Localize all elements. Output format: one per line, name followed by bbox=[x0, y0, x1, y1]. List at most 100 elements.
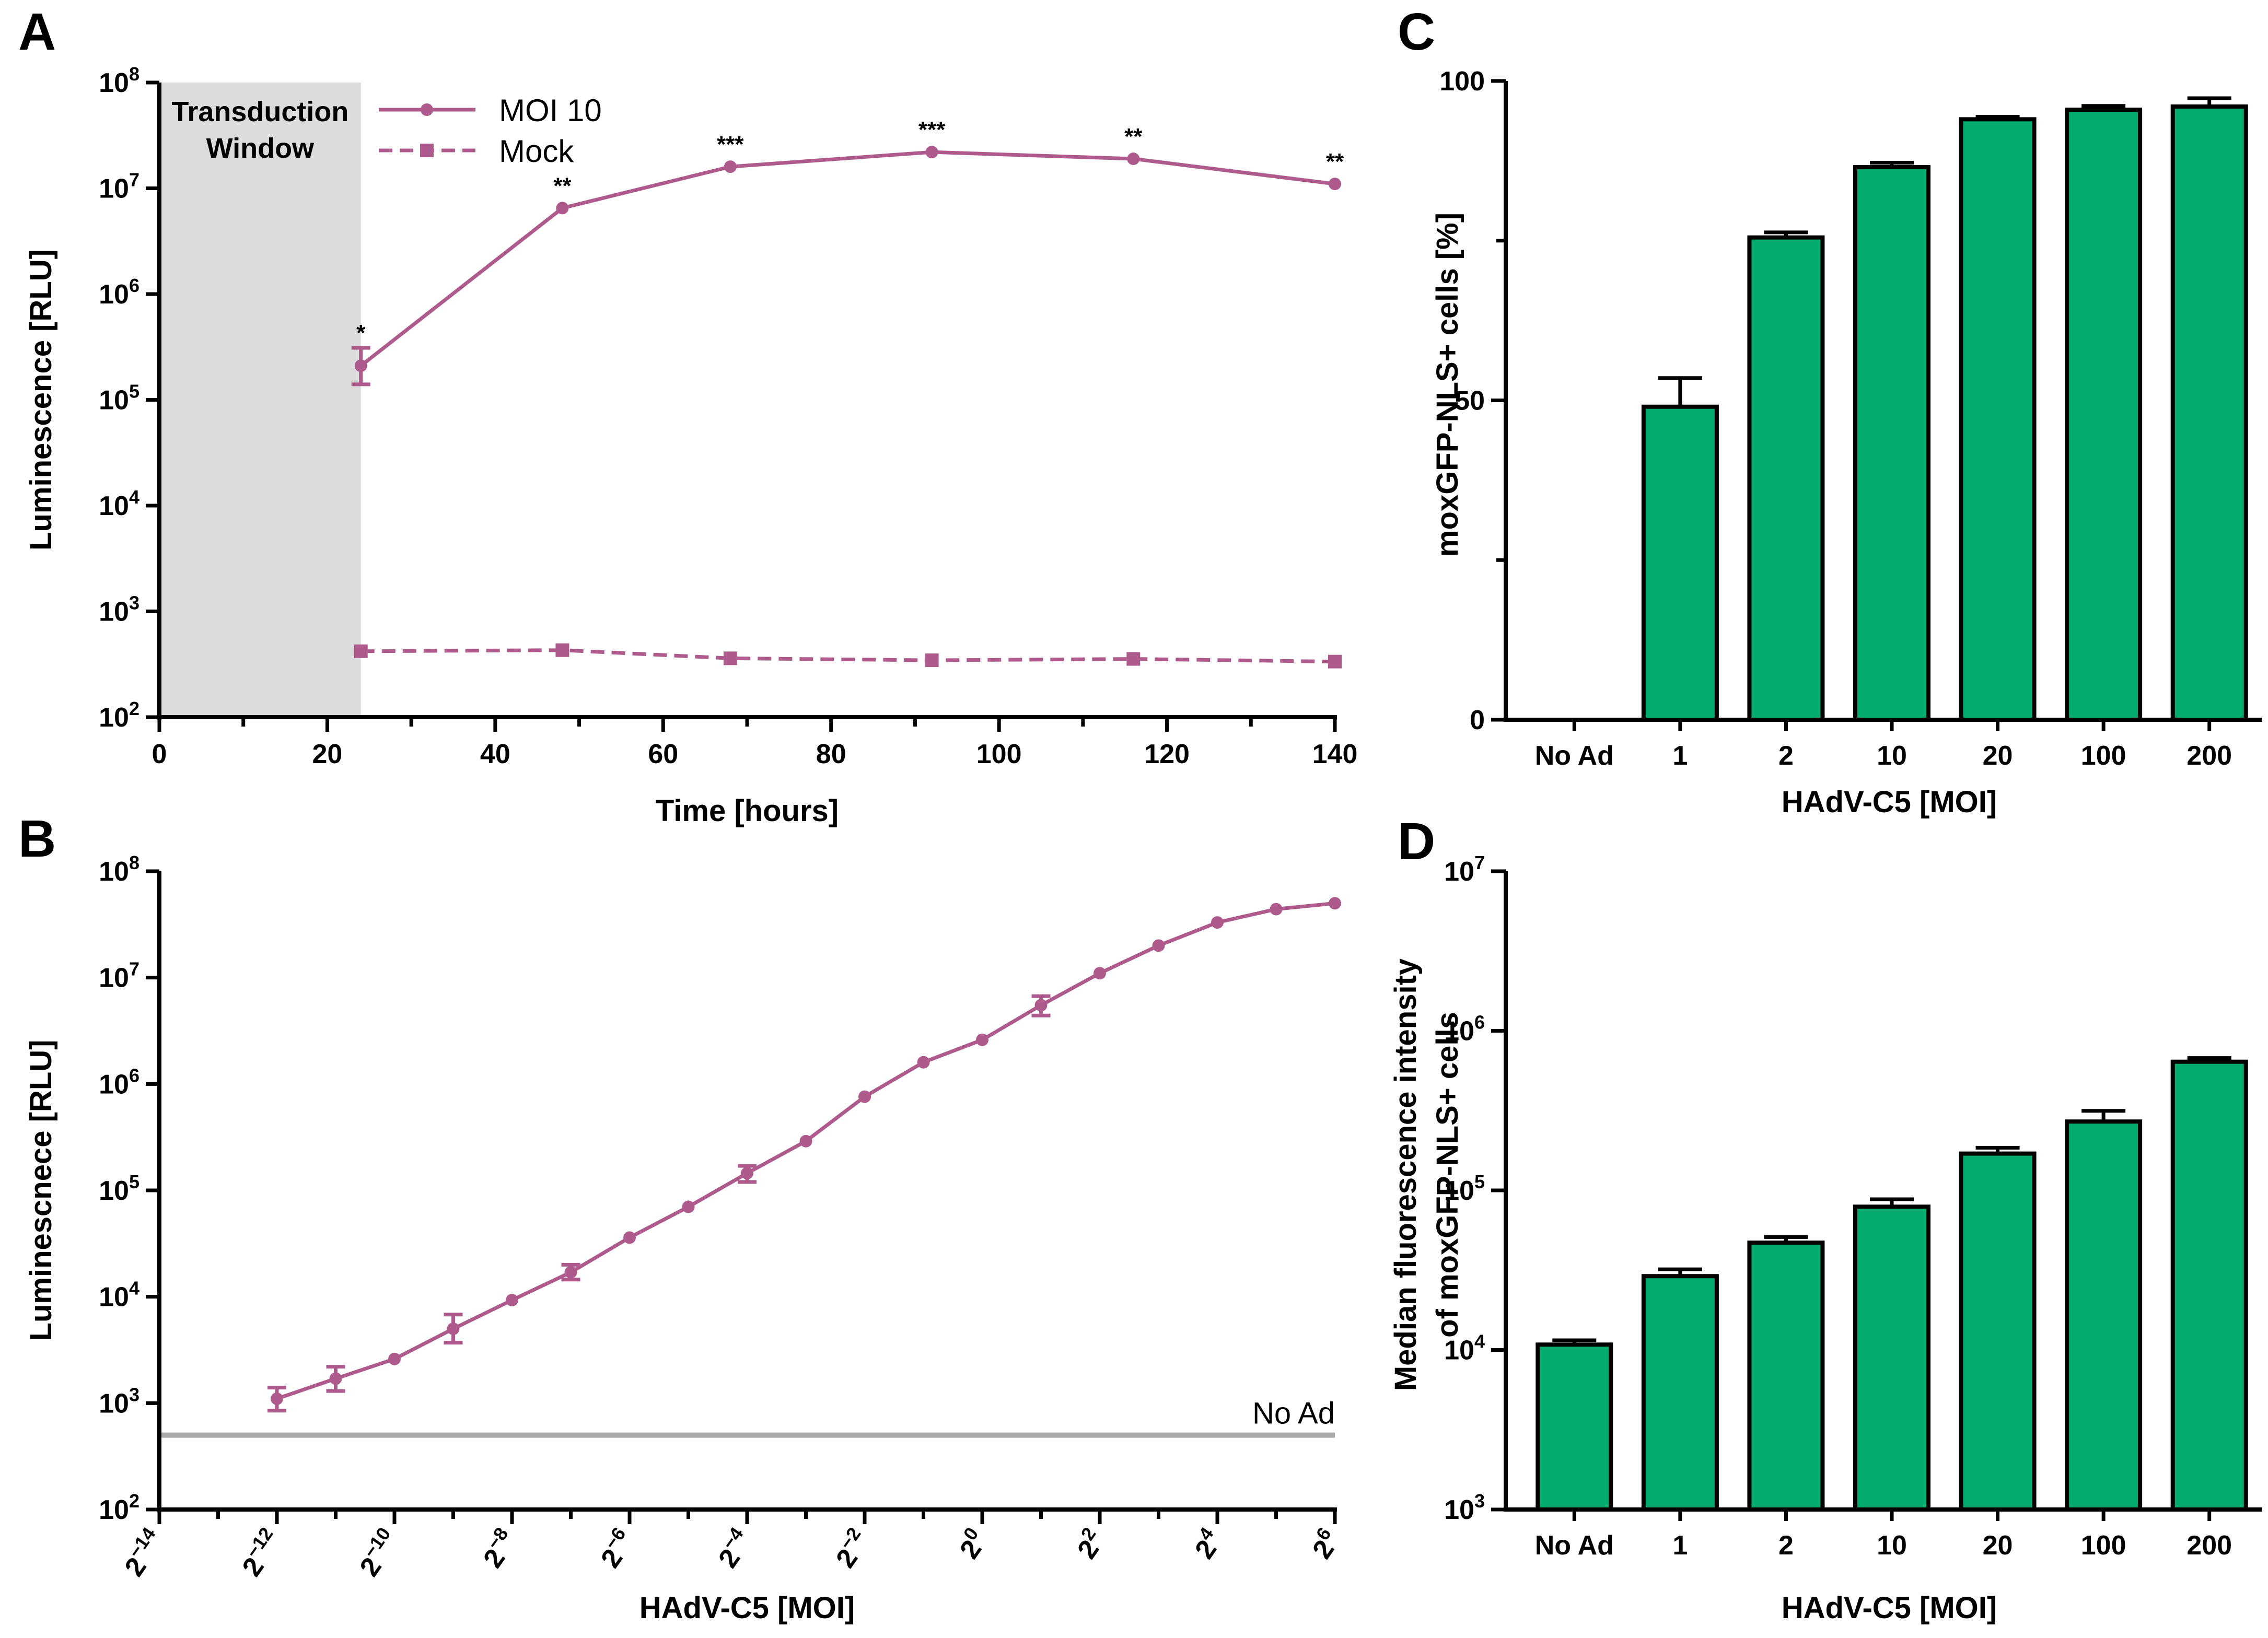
bar bbox=[1536, 1342, 1613, 1512]
panel-d-y-axis: 103 104 105 106 107 bbox=[1444, 852, 1508, 1525]
moi-data-point bbox=[682, 1200, 695, 1213]
panel-letter-a: A bbox=[18, 3, 56, 61]
y-tick-label: 107 bbox=[1444, 852, 1485, 887]
x-tick-label: 120 bbox=[1144, 739, 1190, 769]
x-tick-label: 60 bbox=[648, 739, 678, 769]
panel-b-x-axis-title: HAdV-C5 [MOI] bbox=[639, 1591, 855, 1625]
panel-d-y-axis-title-line2: of moxGFP-NLS+ cells bbox=[1430, 1012, 1464, 1338]
transduction-window-label-line2: Window bbox=[206, 133, 315, 164]
bar bbox=[2065, 1119, 2143, 1512]
x-tick-label: 20 bbox=[312, 739, 343, 769]
panel-letter-c: C bbox=[1398, 3, 1435, 61]
moi10-data-point bbox=[354, 359, 367, 372]
x-tick-label: 20 bbox=[1983, 741, 2013, 771]
x-tick-label: 100 bbox=[2081, 741, 2126, 771]
moi-data-point bbox=[976, 1033, 988, 1046]
y-tick-label: 108 bbox=[99, 63, 139, 98]
x-tick-label: 2−12 bbox=[232, 1523, 288, 1582]
panel-a-series: ********* **** bbox=[351, 117, 1344, 669]
legend-mock-label: Mock bbox=[499, 134, 574, 169]
panel-a-x-axis-title: Time [hours] bbox=[656, 794, 839, 828]
bar bbox=[1747, 235, 1825, 722]
mock-data-point bbox=[1328, 654, 1342, 669]
x-tick-label: 100 bbox=[2081, 1530, 2126, 1561]
x-tick-label: 100 bbox=[976, 739, 1022, 769]
panel-letter-b: B bbox=[18, 810, 56, 868]
significance-marker: *** bbox=[717, 132, 744, 157]
y-tick-label: 102 bbox=[99, 1490, 139, 1525]
y-tick-label: 103 bbox=[99, 592, 139, 627]
x-tick-label: 140 bbox=[1312, 739, 1358, 769]
panel-d-x-axis-title: HAdV-C5 [MOI] bbox=[1782, 1591, 1997, 1625]
mock-data-point bbox=[925, 653, 939, 668]
panel-a-x-axis: 0 20 40 60 80 100 120 140 bbox=[152, 715, 1358, 769]
moi-data-point bbox=[799, 1134, 812, 1148]
moi10-data-point bbox=[925, 146, 938, 159]
bar bbox=[2065, 108, 2143, 722]
legend-moi10-marker bbox=[421, 103, 433, 116]
panel-c-bars bbox=[1641, 96, 2248, 722]
significance-marker: * bbox=[356, 320, 366, 346]
bar bbox=[1747, 1241, 1825, 1512]
y-tick-label: 106 bbox=[1444, 1012, 1485, 1047]
panel-d-y-axis-title: Median fluorescence intensity bbox=[1389, 958, 1423, 1391]
moi-data-point bbox=[858, 1090, 871, 1103]
moi-data-point bbox=[564, 1266, 577, 1279]
moi-data-point bbox=[623, 1231, 636, 1244]
y-tick-label: 106 bbox=[99, 1064, 139, 1099]
y-tick-label: 104 bbox=[99, 486, 139, 521]
moi-data-point bbox=[741, 1167, 753, 1180]
x-tick-label: 2−8 bbox=[474, 1523, 524, 1573]
moi10-data-point bbox=[724, 160, 737, 173]
x-tick-label: 0 bbox=[152, 739, 167, 769]
y-tick-label: 103 bbox=[1444, 1490, 1485, 1525]
x-tick-label: 1 bbox=[1672, 1530, 1688, 1561]
x-tick-label: 2 bbox=[1778, 741, 1794, 771]
mock-data-point bbox=[1126, 652, 1141, 666]
y-tick-label: 107 bbox=[99, 958, 139, 993]
panel-letter-d: D bbox=[1398, 812, 1435, 871]
panel-c-y-axis: 0 50 100 bbox=[1439, 66, 1508, 735]
bar bbox=[2170, 1059, 2248, 1512]
y-tick-label: 107 bbox=[99, 169, 139, 204]
x-tick-label: 20 bbox=[950, 1523, 994, 1564]
y-tick-label: 108 bbox=[99, 852, 139, 887]
x-tick-label: 1 bbox=[1672, 741, 1688, 771]
y-tick-label: 0 bbox=[1470, 705, 1485, 735]
x-tick-label: 2−6 bbox=[591, 1523, 641, 1573]
y-tick-label: 104 bbox=[99, 1278, 139, 1313]
moi-data-point bbox=[388, 1352, 401, 1365]
transduction-window-label: Transduction bbox=[171, 96, 348, 127]
y-tick-label: 105 bbox=[99, 1171, 139, 1206]
y-tick-label: 105 bbox=[1444, 1171, 1485, 1206]
bar bbox=[1959, 117, 2037, 722]
significance-marker: *** bbox=[918, 117, 946, 143]
x-tick-label: 200 bbox=[2186, 741, 2232, 771]
x-tick-label: 10 bbox=[1877, 1530, 1907, 1561]
x-tick-label: 2−4 bbox=[709, 1523, 759, 1573]
panel-b-y-axis-title: Luminescnece [RLU] bbox=[24, 1040, 58, 1341]
mock-data-point bbox=[555, 643, 569, 657]
moi-data-point bbox=[1152, 939, 1165, 952]
x-tick-label: 10 bbox=[1877, 741, 1907, 771]
moi10-series-line bbox=[359, 150, 1335, 368]
x-tick-label: 40 bbox=[480, 739, 510, 769]
transduction-window-band bbox=[159, 83, 361, 717]
mock-data-point bbox=[723, 651, 737, 665]
y-tick-label: 102 bbox=[99, 698, 139, 733]
significance-marker: ** bbox=[1326, 149, 1344, 174]
x-tick-label: 24 bbox=[1185, 1523, 1229, 1564]
panel-b-x-axis: 2−14 2−12 2−10 2−8 2−6 2−4 2−2 20 22 24 26 bbox=[119, 1507, 1340, 1582]
moi-data-point bbox=[271, 1392, 283, 1405]
panel-c-gfp-percent-bar-chart: 0 50 100 No Ad 1 2 10 20 100 200 HAdV-C5 [MOI] m… bbox=[1430, 66, 2262, 819]
moi-data-point bbox=[506, 1294, 518, 1307]
x-tick-label: 2−2 bbox=[827, 1523, 876, 1573]
panel-a-y-axis: 102 103 104 105 106 107 108 bbox=[99, 63, 161, 733]
mock-data-point bbox=[354, 644, 368, 658]
panel-a-legend: MOI 10 Mock bbox=[379, 93, 602, 169]
moi-data-point bbox=[1034, 999, 1048, 1012]
panel-c-x-axis: No Ad 1 2 10 20 100 200 bbox=[1504, 718, 2262, 771]
bar bbox=[1641, 1274, 1719, 1512]
panel-d-x-axis: No Ad 1 2 10 20 100 200 bbox=[1504, 1507, 2262, 1561]
